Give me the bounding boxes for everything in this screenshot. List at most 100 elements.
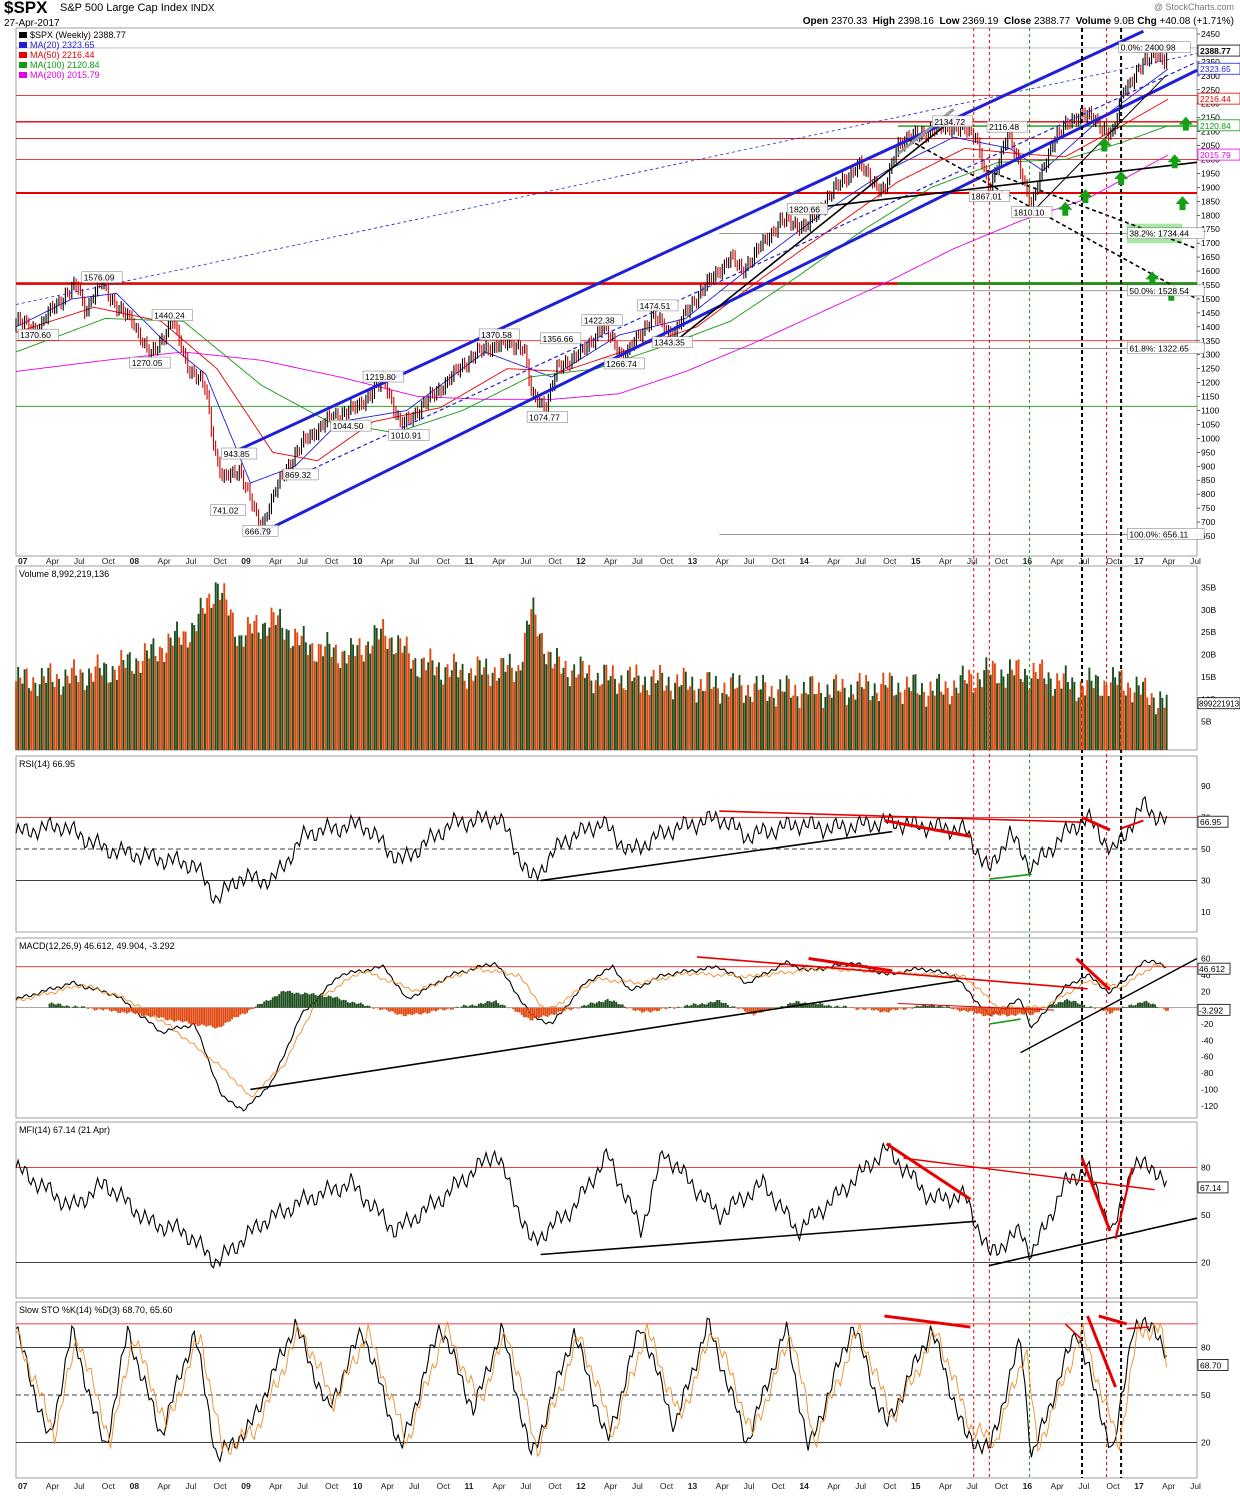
volume-bar: [1146, 697, 1149, 750]
volume-bar: [294, 628, 297, 750]
volume-bar: [502, 658, 505, 750]
macd-histogram-bar: [589, 1002, 592, 1008]
macd-histogram-bar: [218, 1007, 221, 1027]
mfi-divergence-line: [903, 1157, 1155, 1191]
price-y-tick-label: 1700: [1201, 238, 1220, 248]
macd-histogram-bar: [104, 1007, 107, 1010]
macd-histogram-bar: [265, 1000, 268, 1008]
x-tick-label-top: 08: [130, 556, 140, 566]
slow_sto-series-line: [15, 1316, 1167, 1464]
volume-bar: [989, 674, 992, 750]
macd-histogram-bar: [117, 1007, 120, 1014]
volume-bar: [214, 582, 217, 750]
macd-histogram-bar: [224, 1007, 227, 1023]
macd-histogram-bar: [563, 1007, 566, 1011]
macd-histogram-bar: [235, 1007, 238, 1018]
volume-bar: [1142, 681, 1144, 750]
volume-bar: [564, 660, 567, 750]
price-y-tick-label: 1350: [1201, 336, 1220, 346]
macd-histogram-bar: [1074, 1001, 1077, 1008]
volume-bar: [229, 609, 232, 750]
volume-bar: [392, 654, 395, 750]
price-y-tick-label: 1750: [1201, 224, 1220, 234]
volume-bar: [626, 670, 629, 750]
macd-histogram-bar: [963, 1007, 965, 1011]
sto-divergence-line: [1064, 1323, 1083, 1341]
price-annotation-box: [1127, 284, 1205, 297]
macd-histogram-bar: [748, 1007, 751, 1012]
volume-bar: [1133, 692, 1136, 750]
x-tick-label-top: 15: [911, 556, 921, 566]
macd-histogram-bar: [55, 1004, 57, 1008]
x-tick-label-bottom: 12: [576, 1481, 586, 1491]
volume-bar: [476, 656, 479, 750]
volume-bar: [1030, 678, 1033, 750]
macd-histogram-bar: [1149, 1004, 1152, 1008]
slow_sto-series-line: [15, 1321, 1168, 1458]
volume-bar: [201, 607, 204, 750]
price-annotation-box: [388, 429, 430, 441]
macd-histogram-bar: [701, 1003, 704, 1008]
macd-histogram-bar: [269, 999, 272, 1008]
volume-bar: [1047, 672, 1050, 750]
macd-histogram-bar: [430, 1007, 433, 1011]
volume-bar: [562, 667, 565, 750]
volume-bar: [70, 667, 73, 750]
open-value: 2370.33: [831, 16, 868, 27]
volume-bar: [472, 680, 475, 750]
macd-histogram-bar: [323, 997, 326, 1008]
macd-histogram-bar: [729, 1006, 731, 1008]
macd-histogram-bar: [653, 1007, 656, 1011]
volume-bar: [614, 678, 616, 750]
macd-histogram-bar: [181, 1007, 184, 1023]
volume-bar: [1013, 675, 1016, 750]
close-value: 2388.77: [1034, 16, 1071, 27]
low-label: Low: [939, 16, 960, 27]
macd-histogram-bar: [413, 1007, 416, 1015]
macd-histogram-bar: [486, 1000, 489, 1008]
price-last-value: 2388.77: [1200, 46, 1231, 56]
macd-histogram-bar: [810, 1003, 813, 1008]
price-annotation-box: [1127, 342, 1205, 354]
macd-histogram-bar: [875, 1007, 877, 1010]
volume-bar: [676, 674, 679, 750]
macd-histogram-bar: [883, 1007, 886, 1012]
macd-histogram-bar: [1089, 1006, 1092, 1008]
volume-bar: [905, 676, 908, 750]
volume-bar: [279, 608, 282, 750]
volume-bar: [654, 683, 657, 750]
macd-histogram-bar: [1130, 1004, 1133, 1008]
macd-histogram-bar: [497, 1002, 500, 1008]
volume-bar: [897, 682, 900, 750]
volume-bar: [699, 679, 702, 750]
volume-bar: [491, 672, 494, 750]
volume-bar: [107, 682, 110, 750]
volume-bar: [1135, 676, 1138, 750]
macd-histogram-bar: [190, 1007, 193, 1025]
macd-histogram-bar: [439, 1007, 442, 1009]
macd-histogram-bar: [501, 1004, 504, 1008]
volume-bar: [671, 699, 674, 750]
macd-histogram-bar: [132, 1007, 135, 1014]
price-y-tick-label: 850: [1201, 475, 1215, 485]
macd-histogram-bar: [982, 1007, 985, 1017]
volume-bar: [416, 676, 419, 750]
x-tick-label-bottom: 10: [353, 1481, 363, 1491]
volume-bar: [571, 670, 573, 750]
chg-label: Chg: [1137, 16, 1157, 27]
macd-histogram-bar: [838, 1006, 841, 1008]
volume-bar: [45, 682, 48, 750]
macd-histogram-bar: [580, 1006, 583, 1008]
volume-bar: [901, 703, 904, 750]
macd-histogram-bar: [325, 996, 328, 1008]
volume-bar: [81, 672, 84, 750]
volume-bar: [687, 689, 689, 750]
macd-histogram-bar: [658, 1007, 661, 1011]
macd-histogram-bar: [993, 1007, 996, 1015]
volume-bar: [199, 597, 202, 750]
macd-histogram-bar: [995, 1007, 998, 1015]
volume-bar: [521, 661, 524, 750]
x-tick-label-top: Apr: [158, 556, 171, 566]
volume-bar: [1002, 676, 1005, 750]
macd-histogram-bar: [1038, 1007, 1041, 1013]
